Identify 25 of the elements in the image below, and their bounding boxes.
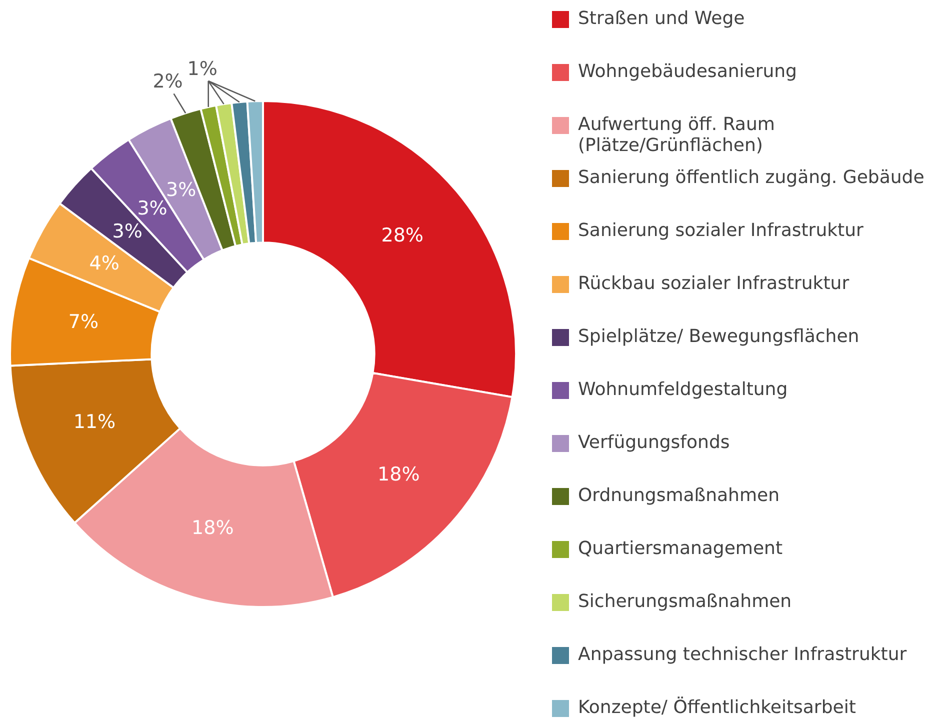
legend-label: Sanierung sozialer Infrastruktur	[578, 220, 864, 241]
legend-label: Spielplätze/ Bewegungsflächen	[578, 326, 860, 347]
data-label: 18%	[378, 464, 420, 486]
legend-label: Quartiersmanagement	[578, 538, 782, 559]
data-label: 3%	[166, 179, 196, 202]
legend-label: Sanierung öffentlich zugäng. Gebäude	[578, 167, 924, 188]
legend-label: Verfügungsfonds	[578, 432, 730, 453]
data-label: 4%	[89, 252, 120, 274]
data-label: 1%	[187, 58, 218, 80]
legend-label: Anpassung technischer Infrastruktur	[578, 644, 907, 665]
data-label: 2%	[152, 70, 183, 93]
data-label: 3%	[137, 197, 168, 220]
legend-label: Aufwertung öff. Raum (Plätze/Grünflächen)	[578, 114, 776, 156]
legend-label: Straßen und Wege	[578, 8, 745, 29]
legend-label: Wohngebäudesanierung	[578, 61, 797, 82]
data-label: 11%	[73, 410, 116, 433]
legend-label: Wohnumfeldgestaltung	[578, 379, 788, 400]
data-label: 18%	[192, 517, 234, 540]
legend-label: Ordnungsmaßnahmen	[578, 485, 780, 506]
legend-label: Sicherungsmaßnahmen	[578, 591, 792, 612]
data-label: 7%	[68, 310, 99, 333]
data-label: 28%	[381, 224, 424, 247]
legend-label: Konzepte/ Öffentlichkeitsarbeit	[578, 697, 856, 718]
data-label: 3%	[112, 220, 142, 242]
legend-label: Rückbau sozialer Infrastruktur	[578, 273, 850, 294]
